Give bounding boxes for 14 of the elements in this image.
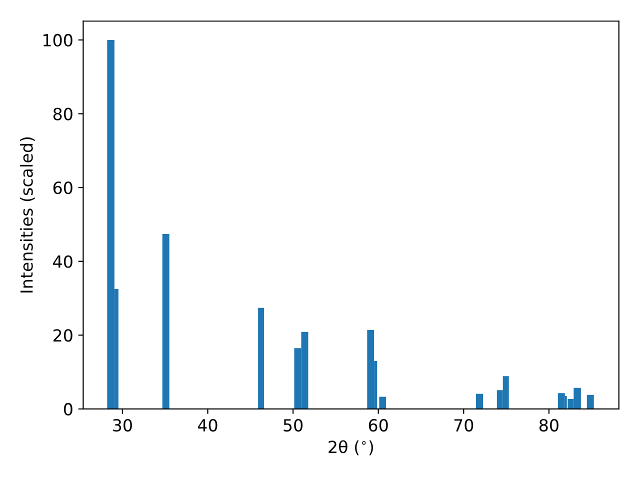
y-tick-label: 60 (53, 182, 72, 194)
x-tick-label: 60 (368, 418, 388, 432)
y-tick-label: 0 (64, 402, 72, 416)
y-tick-label: 20 (53, 329, 72, 342)
x-tick-label: 50 (284, 418, 303, 432)
x-tick-label: 30 (113, 418, 132, 432)
x-tick-label: 70 (454, 418, 474, 432)
y-tick-label: 100 (43, 34, 72, 47)
y-tick-label: 40 (53, 255, 72, 268)
x-tick-label: 80 (539, 418, 558, 432)
y-tick-label: 80 (53, 108, 72, 120)
x-axis-title: 2θ ($^{∘}$) (328, 440, 374, 456)
x-tick-label: 40 (198, 418, 218, 432)
y-axis-title: Intensities (scaled) (20, 137, 35, 292)
